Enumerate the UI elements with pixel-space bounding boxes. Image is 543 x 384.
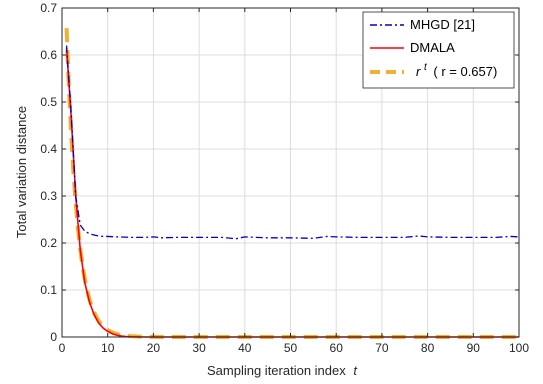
- x-axis-label-variable: t: [353, 363, 358, 378]
- legend-label-mhgd: MHGD [21]: [410, 17, 475, 32]
- x-tick-label: 0: [59, 341, 66, 355]
- series-line-mhgd: [65, 45, 520, 240]
- x-axis-label-text: Sampling iteration index: [207, 363, 346, 378]
- grid: [62, 8, 519, 337]
- y-tick-label: 0.1: [40, 283, 57, 297]
- y-tick-label: 0.4: [40, 142, 57, 156]
- x-tick-label: 20: [147, 341, 161, 355]
- y-axis-label: Total variation distance: [14, 106, 29, 238]
- x-tick-label: 50: [284, 341, 298, 355]
- x-axis-label: Sampling iteration index t: [207, 363, 358, 378]
- legend-label-rt: r t ( r = 0.657): [416, 58, 497, 79]
- legend-label-rt-base: r: [416, 64, 421, 79]
- series-line-dmala: [65, 47, 519, 338]
- legend: MHGD [21] DMALA r t ( r = 0.657): [362, 11, 515, 89]
- x-tick-label: 80: [421, 341, 435, 355]
- legend-label-rt-sup: t: [424, 62, 428, 73]
- x-tick-label: 100: [509, 341, 529, 355]
- x-tick-label: 30: [192, 341, 206, 355]
- legend-label-dmala: DMALA: [410, 40, 455, 55]
- x-tick-label: 40: [238, 341, 252, 355]
- x-tick-label: 70: [375, 341, 389, 355]
- x-tick-label: 60: [330, 341, 344, 355]
- y-tick-label: 0.7: [40, 1, 57, 15]
- y-tick-label: 0.2: [40, 236, 57, 250]
- y-tick-label: 0: [50, 330, 57, 344]
- y-tick-label: 0.5: [40, 95, 57, 109]
- y-tick-label: 0.3: [40, 189, 57, 203]
- y-tick-label: 0.6: [40, 48, 57, 62]
- legend-label-rt-paren: ( r = 0.657): [433, 64, 497, 79]
- x-tick-label: 90: [467, 341, 481, 355]
- ticks: 0 10 20 30 40 50 60 70 80 90 100 0 0.1 0.2 0.3 0.4 0.5 0.…: [40, 1, 529, 355]
- x-tick-label: 10: [101, 341, 115, 355]
